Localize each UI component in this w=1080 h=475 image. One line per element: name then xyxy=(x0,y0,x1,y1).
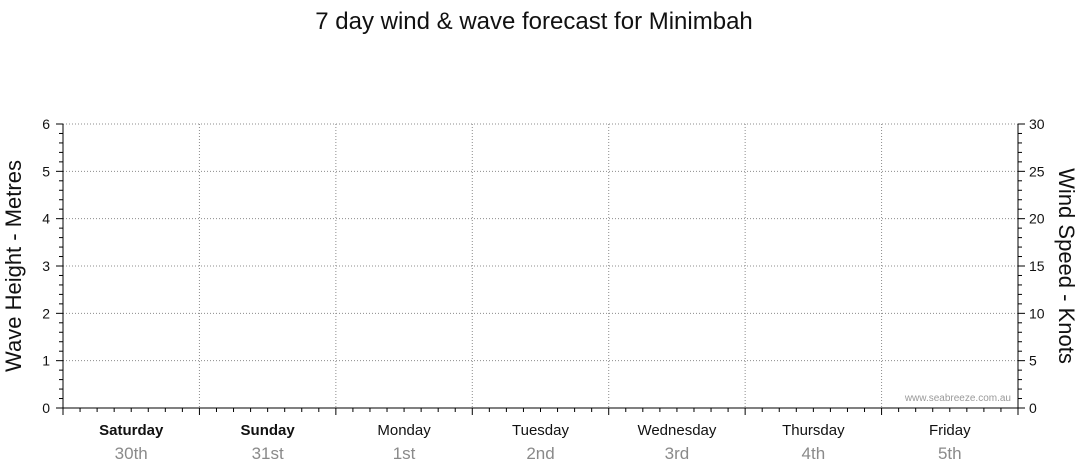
left-axis-ticks: 0 1 2 3 4 5 6 xyxy=(42,116,63,416)
axes xyxy=(62,124,1019,415)
right-axis-title: Wind Speed - Knots xyxy=(1054,168,1079,364)
day-date-label: 5th xyxy=(938,444,962,463)
chart-title: 7 day wind & wave forecast for Minimbah xyxy=(315,8,753,35)
left-tick-label: 6 xyxy=(42,116,50,132)
day-name-label: Saturday xyxy=(99,422,164,439)
day-date-label: 2nd xyxy=(526,444,554,463)
day-labels: Saturday 30th Sunday 31st Monday 1st Tuesday 2n… xyxy=(99,422,971,463)
left-axis-title: Wave Height - Metres xyxy=(1,160,26,372)
day-name-label: Thursday xyxy=(782,422,845,439)
day-date-label: 1st xyxy=(393,444,416,463)
left-tick-label: 5 xyxy=(42,163,50,179)
day-name-label: Tuesday xyxy=(512,422,569,439)
day-date-label: 3rd xyxy=(665,444,690,463)
day-name-label: Monday xyxy=(377,422,431,439)
right-tick-label: 5 xyxy=(1029,353,1037,369)
right-tick-label: 20 xyxy=(1029,211,1045,227)
right-tick-label: 15 xyxy=(1029,258,1045,274)
grid-lines xyxy=(63,123,1018,408)
credit-watermark: www.seabreeze.com.au xyxy=(904,393,1011,404)
right-tick-label: 25 xyxy=(1029,163,1045,179)
left-tick-label: 2 xyxy=(42,305,50,321)
day-name-label: Friday xyxy=(929,422,971,439)
right-axis-ticks: 0 5 10 15 20 25 30 xyxy=(1018,116,1045,416)
day-date-label: 30th xyxy=(115,444,148,463)
day-date-label: 4th xyxy=(802,444,826,463)
left-tick-label: 4 xyxy=(42,211,50,227)
right-tick-label: 10 xyxy=(1029,305,1045,321)
right-tick-label: 0 xyxy=(1029,400,1037,416)
day-date-label: 31st xyxy=(252,444,284,463)
right-tick-label: 30 xyxy=(1029,116,1045,132)
left-tick-label: 3 xyxy=(42,258,50,274)
left-tick-label: 0 xyxy=(42,400,50,416)
left-tick-label: 1 xyxy=(42,353,50,369)
day-name-label: Sunday xyxy=(241,422,296,439)
day-name-label: Wednesday xyxy=(637,422,716,439)
